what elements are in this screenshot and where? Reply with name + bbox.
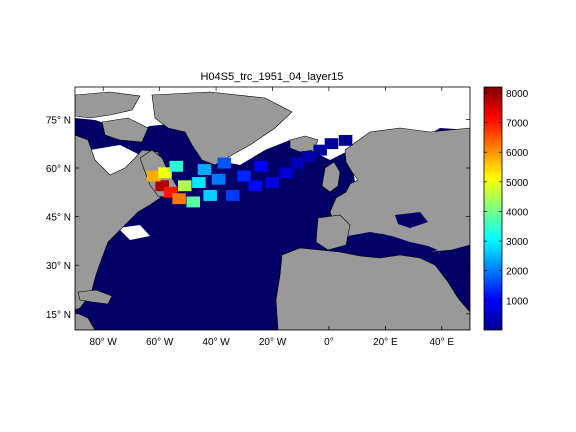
tracer-cell: [265, 177, 279, 188]
caribbean: [77, 289, 113, 305]
inland-seas: [348, 212, 438, 254]
colorbar-tick-label: 7000: [506, 119, 529, 130]
tracer-cell: [302, 151, 316, 163]
tracer-cell: [324, 138, 339, 150]
europe: [329, 127, 470, 253]
tracer-cell: [217, 157, 232, 169]
tracer-cell: [158, 167, 172, 179]
land: [75, 91, 470, 330]
chart-title: H04S5_trc_1951_04_layer15: [200, 71, 343, 83]
x-tick-label: 60° W: [146, 337, 174, 348]
tracer-cell: [254, 160, 268, 172]
colorbar-tick-label: 2000: [506, 267, 529, 278]
baffin-island: [101, 117, 149, 143]
y-tick-label: 15° N: [46, 310, 71, 321]
central-america: [75, 311, 96, 330]
x-axis: 80° W 60° W 40° W 20° W 0° 20° E 40° E: [90, 87, 454, 348]
tracer-cell: [338, 134, 353, 146]
x-tick-label: 80° W: [90, 337, 118, 348]
tracer-cell: [225, 190, 240, 201]
tracer-cell: [237, 170, 251, 182]
tracer-cell: [163, 186, 178, 198]
tracer-cell: [169, 160, 184, 172]
y-tick-label: 30° N: [46, 261, 71, 272]
british-isles: [321, 161, 341, 193]
tracer-cell: [197, 164, 212, 175]
x-tick-label: 40° E: [429, 337, 454, 348]
tracer-cell: [177, 180, 192, 192]
tracer-cell: [290, 157, 305, 169]
y-tick-label: 60° N: [46, 164, 71, 175]
africa: [275, 247, 470, 330]
tracer-cell: [211, 173, 226, 185]
tracer-cell: [203, 190, 217, 201]
colorbar-gradient: [483, 86, 503, 331]
iberia: [315, 214, 351, 251]
y-tick-label: 45° N: [46, 213, 71, 224]
colorbar-tick-label: 5000: [506, 178, 529, 189]
colorbar-ticks: 1000 2000 3000 4000 5000 6000 7000 8000: [484, 89, 529, 307]
tracer-cell: [186, 196, 200, 208]
colorbar-tick-label: 4000: [506, 207, 529, 218]
tracer-cell: [248, 180, 263, 192]
colorbar: 1000 2000 3000 4000 5000 6000 7000 8000: [483, 86, 529, 331]
map-area: [75, 87, 470, 330]
x-tick-label: 40° W: [202, 337, 230, 348]
y-axis: 15° N 30° N 45° N 60° N 75° N: [46, 115, 470, 321]
colorbar-tick-label: 8000: [506, 89, 529, 100]
tracer-cell: [146, 170, 161, 182]
canadian-arctic: [75, 91, 141, 119]
tracer-cell: [192, 177, 206, 188]
tracer-cell: [313, 144, 327, 156]
colorbar-tick-label: 6000: [506, 148, 529, 159]
colorbar-tick-label: 1000: [506, 296, 529, 307]
colorbar-tick-label: 3000: [506, 237, 529, 248]
x-tick-label: 0°: [324, 337, 334, 348]
tracer-cell: [172, 193, 186, 205]
x-tick-label: 20° W: [259, 337, 287, 348]
tracer-cell: [279, 167, 294, 179]
y-tick-label: 75° N: [46, 115, 71, 126]
tracer-cell: [155, 180, 169, 192]
x-tick-label: 20° E: [373, 337, 398, 348]
tracer-field: [146, 134, 353, 208]
